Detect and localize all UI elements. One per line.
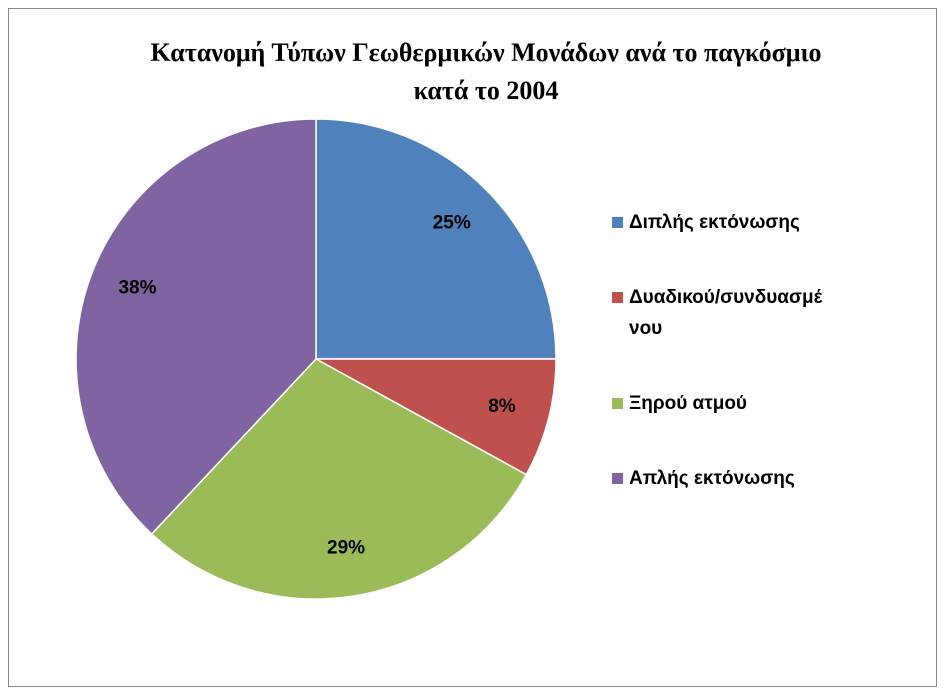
legend-label: Απλής εκτόνωσης [629,468,795,489]
legend-label: Διπλής εκτόνωσης [629,212,800,233]
legend: Διπλής εκτόνωσης Δυαδικού/συνδυασμένου Ξηρ… [612,207,827,494]
legend-swatch [612,217,623,228]
legend-item: Απλής εκτόνωσης [612,463,827,494]
pie-slice [315,118,557,360]
legend-swatch [612,473,623,484]
pie-slice [150,358,528,600]
chart-title: Κατανομή Τύπων Γεωθερμικών Μονάδων ανά τ… [150,38,822,105]
data-label: 38% [118,277,156,298]
data-label: 25% [433,212,471,233]
legend-item: Ξηρού ατμού [612,388,827,419]
legend-item: Δυαδικού/συνδυασμένου [612,282,827,344]
legend-label: Δυαδικού/συνδυασμένου [629,287,823,339]
pie-slice [75,118,317,536]
pie-slice [315,358,557,476]
legend-swatch [612,398,623,409]
legend-swatch [612,292,623,303]
chart-frame [8,8,937,687]
data-label: 29% [327,538,365,559]
data-label: 8% [488,396,516,417]
legend-label: Ξηρού ατμού [629,393,747,414]
legend-item: Διπλής εκτόνωσης [612,207,827,238]
